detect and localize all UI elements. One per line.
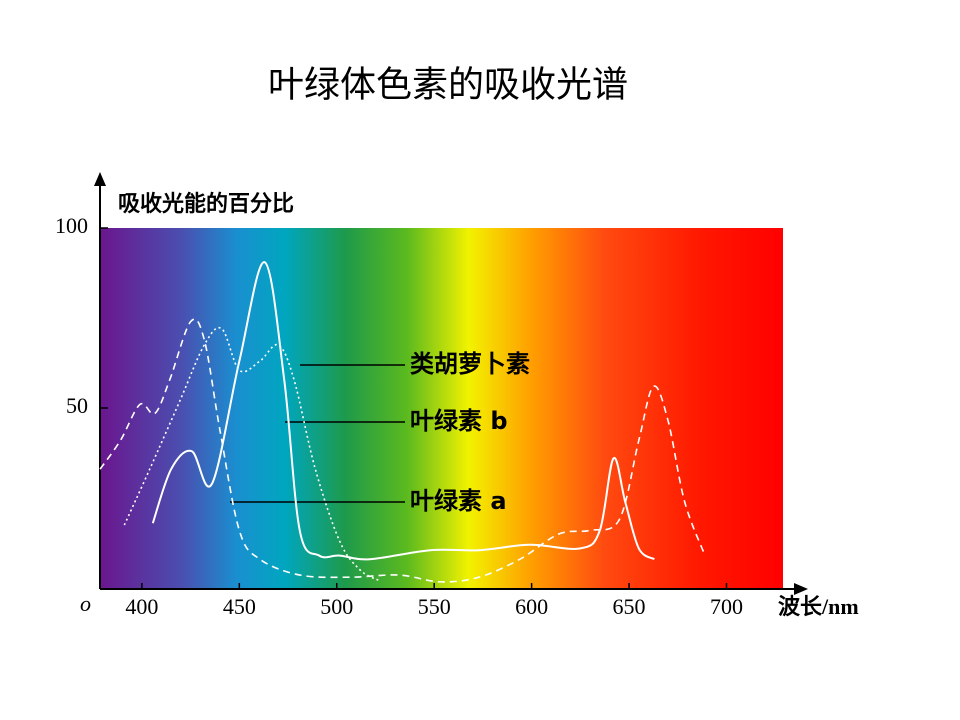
leader-lines [230, 364, 405, 503]
x-tick-label: 400 [125, 594, 158, 619]
y-axis-arrow [94, 172, 106, 186]
y-tick-label: 100 [55, 213, 88, 238]
series-label: 叶绿素 b [410, 407, 508, 435]
y-tick-label: 50 [66, 393, 88, 418]
x-tick-label: 650 [613, 594, 646, 619]
origin-label: o [80, 591, 91, 616]
x-tick-label: 500 [320, 594, 353, 619]
data-line [123, 326, 381, 582]
x-axis-arrow [794, 583, 808, 595]
x-tick-label: 700 [710, 594, 743, 619]
y-axis-label: 吸收光能的百分比 [118, 191, 294, 217]
x-tick-label: 600 [515, 594, 548, 619]
x-tick-label: 550 [418, 594, 451, 619]
series-label: 类胡萝卜素 [410, 350, 530, 378]
spectrum-background [100, 228, 783, 588]
x-tick-label: 450 [223, 594, 256, 619]
data-line [151, 261, 655, 561]
x-axis-label: 波长/nm [778, 594, 859, 619]
series-label: 叶绿素 a [410, 487, 507, 515]
chart-title: 叶绿体色素的吸收光谱 [268, 64, 628, 104]
data-line [99, 318, 706, 583]
